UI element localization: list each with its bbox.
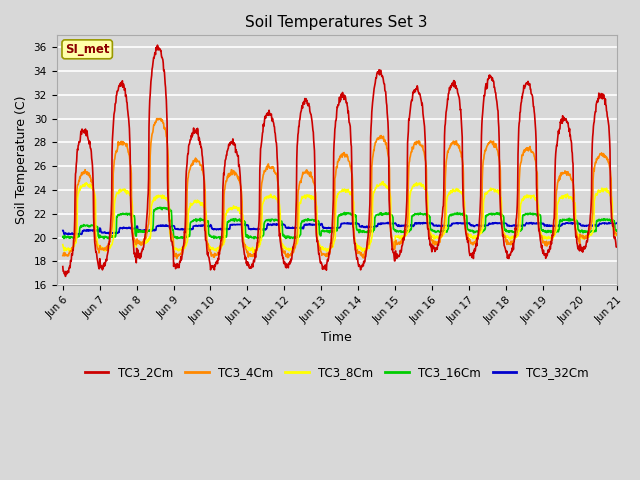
Legend: TC3_2Cm, TC3_4Cm, TC3_8Cm, TC3_16Cm, TC3_32Cm: TC3_2Cm, TC3_4Cm, TC3_8Cm, TC3_16Cm, TC3… xyxy=(80,361,593,384)
Title: Soil Temperatures Set 3: Soil Temperatures Set 3 xyxy=(245,15,428,30)
X-axis label: Time: Time xyxy=(321,331,352,344)
Y-axis label: Soil Temperature (C): Soil Temperature (C) xyxy=(15,96,28,225)
Text: SI_met: SI_met xyxy=(65,43,109,56)
